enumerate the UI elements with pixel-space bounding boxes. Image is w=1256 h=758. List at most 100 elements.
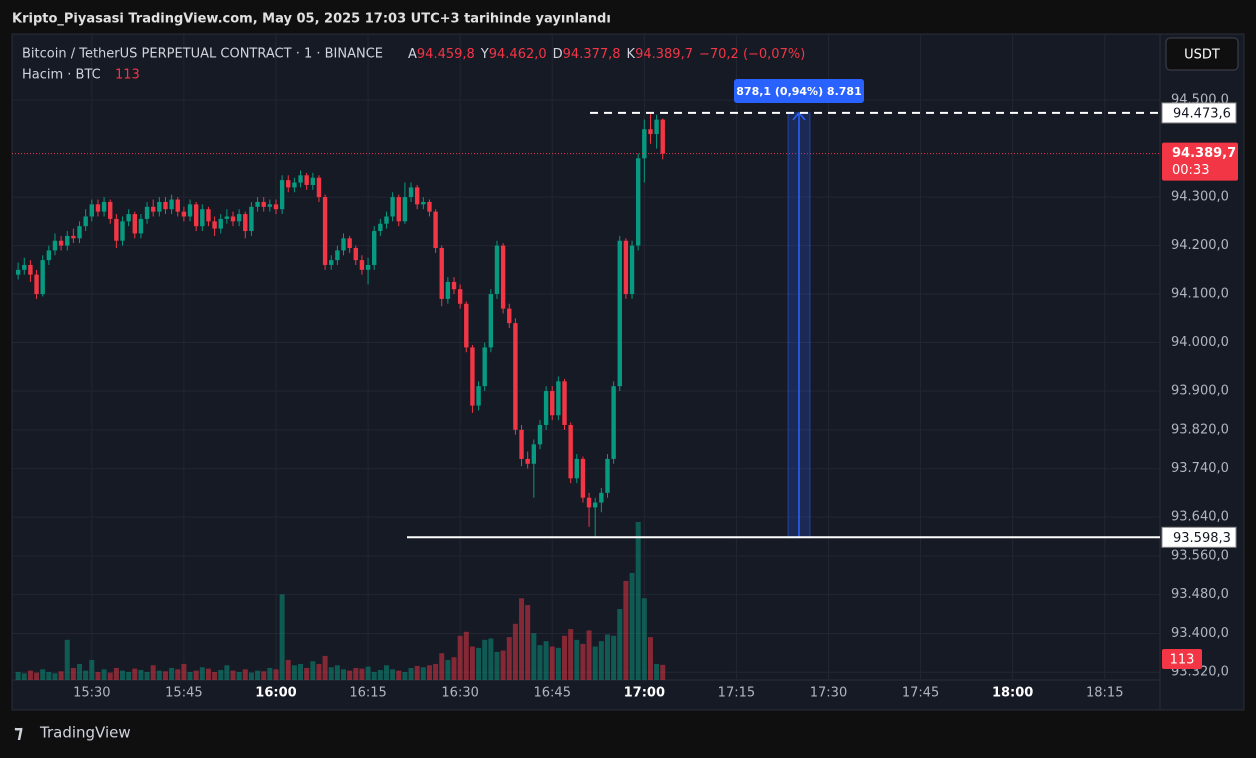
volume-bar (193, 670, 199, 680)
candle-body (525, 458, 530, 464)
overlays: 94.500,094.300,094.200,094.100,094.000,0… (12, 79, 1238, 701)
candle-body (292, 182, 297, 188)
y-tick-label: 93.900,0 (1171, 384, 1229, 399)
volume-bar (21, 673, 27, 680)
volume-bar (629, 572, 635, 680)
volume-bar (230, 670, 236, 680)
ohlc-value: 94.462,0 (489, 47, 547, 62)
candle-body (15, 269, 21, 275)
volume-bar (598, 641, 604, 680)
ohlc-legend: A94.459,8 Y94.462,0 D94.377,8 K94.389,7 −70,… (408, 47, 805, 62)
candle-body (316, 177, 322, 198)
volume-bar (617, 609, 623, 680)
candle-body (52, 240, 58, 251)
volume-bar (482, 639, 488, 680)
volume-bar (304, 667, 310, 680)
volume-bar (402, 671, 408, 680)
x-tick-label: 16:00 (255, 686, 296, 701)
candle-body (396, 197, 401, 222)
ohlc-value: 94.389,7 (635, 47, 693, 62)
currency[interactable]: USDT (1184, 48, 1220, 63)
candle-body (476, 386, 481, 406)
volume-bar (635, 522, 641, 680)
candle-body (329, 260, 334, 265)
candle-body (451, 281, 457, 290)
x-tick-label: 17:45 (902, 686, 939, 701)
candle-body (611, 386, 616, 459)
volume-bar (451, 657, 457, 680)
current-price-box (1162, 142, 1238, 181)
candle-body (279, 180, 285, 210)
candle-body (163, 201, 168, 210)
candle-body (255, 201, 260, 207)
candle-body (586, 497, 592, 508)
volume-bar (218, 669, 224, 680)
candle-body (187, 204, 193, 217)
candle-body (642, 129, 647, 159)
candle-body (28, 264, 33, 275)
volume-bar (101, 669, 107, 680)
candle-body (445, 281, 451, 299)
volume-bar (187, 671, 193, 680)
grid (12, 34, 1160, 680)
candle-body (322, 197, 328, 265)
candle-body (635, 158, 641, 246)
volume-bar (199, 667, 205, 680)
volume-bar (273, 669, 279, 680)
candle-body (58, 240, 64, 246)
x-tick-label: 17:30 (810, 686, 847, 701)
candle-body (660, 119, 665, 154)
candle-body (347, 238, 352, 248)
candle-body (408, 187, 414, 198)
candle-body (34, 274, 39, 295)
ohlc-key: Y (480, 47, 489, 62)
volume-bar (334, 665, 340, 680)
volume-bar (169, 667, 175, 680)
y-tick-label: 94.000,0 (1171, 335, 1229, 350)
x-tick-label: 15:45 (165, 686, 202, 701)
candle-body (273, 204, 279, 210)
volume-bar (420, 667, 426, 680)
volume-bar (549, 646, 555, 680)
candle-body (181, 211, 187, 217)
candle-body (433, 211, 438, 248)
y-tick-label: 93.400,0 (1171, 626, 1229, 641)
y-tick-label: 93.740,0 (1171, 461, 1229, 476)
volume-bar (138, 669, 144, 680)
candle-body (169, 199, 174, 210)
candle-body (108, 201, 113, 219)
candle-body (286, 180, 291, 188)
volume-bar (500, 650, 506, 680)
volume-bar (328, 667, 334, 680)
candle-body (101, 201, 107, 212)
candle-body (519, 429, 524, 459)
candle-body (574, 458, 579, 479)
candle-body (132, 214, 137, 234)
candle-body (464, 303, 469, 348)
volume-bar (126, 671, 132, 680)
y-tick-label: 93.820,0 (1171, 422, 1229, 437)
candle-body (144, 206, 150, 219)
volume-bar (353, 667, 359, 680)
marks (15, 112, 666, 680)
volume-bar (205, 668, 211, 680)
candle-body (599, 492, 604, 503)
candle-body (261, 201, 266, 207)
candle-body (236, 214, 242, 222)
candle-body (138, 218, 144, 234)
candle-body (482, 347, 487, 387)
volume-bar (261, 671, 267, 680)
price-label-box (1161, 102, 1237, 124)
y-tick-label: 93.480,0 (1171, 587, 1229, 602)
candle-body (114, 218, 119, 241)
volume-bar (439, 653, 445, 680)
y-tick-label: 94.100,0 (1171, 287, 1229, 302)
volume-axis-label: 113 (1170, 653, 1195, 668)
volume-bar (162, 671, 168, 680)
candle-body (77, 226, 82, 239)
x-tick-label: 16:30 (441, 686, 478, 701)
currency-button[interactable] (1165, 37, 1239, 71)
volume-bar (298, 663, 304, 680)
volume-bar (212, 671, 218, 680)
volume-bar (611, 635, 617, 680)
